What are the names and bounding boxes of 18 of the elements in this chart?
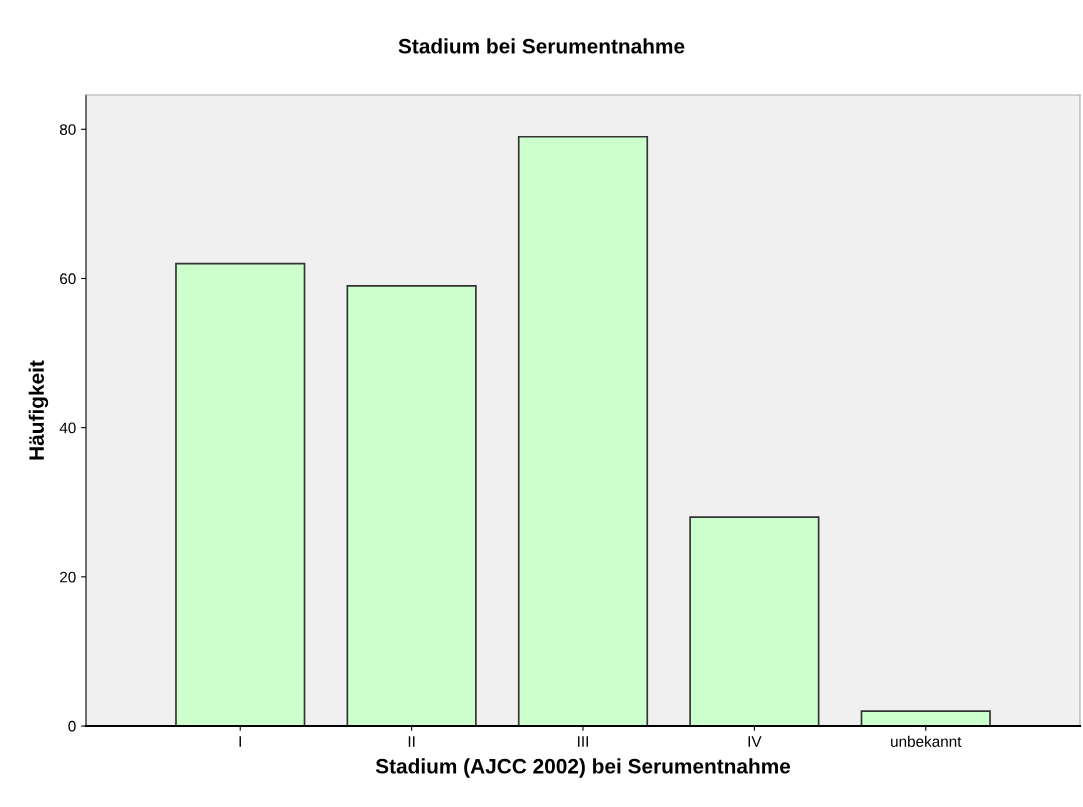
y-tick-label: 40 bbox=[59, 422, 76, 434]
x-tick-label: I bbox=[239, 736, 241, 747]
y-tick-label: 80 bbox=[59, 124, 76, 135]
bar bbox=[175, 262, 306, 726]
y-tick-label: 0 bbox=[68, 720, 76, 732]
bar bbox=[860, 710, 991, 726]
x-tick-label: IV bbox=[748, 736, 762, 747]
bar bbox=[517, 135, 649, 726]
y-tick-label: 60 bbox=[60, 273, 76, 285]
chart-title: Stadium bei Serumentnahme bbox=[398, 38, 685, 54]
x-tick-label: II bbox=[408, 736, 415, 747]
x-tick-label: III bbox=[578, 736, 588, 747]
x-axis-title: Stadium (AJCC 2002) bei Serumentnahme bbox=[375, 758, 791, 778]
bar bbox=[346, 285, 477, 726]
x-tick-label: unbekannt bbox=[891, 735, 962, 747]
y-tick-label: 20 bbox=[60, 571, 76, 583]
bar bbox=[689, 516, 820, 726]
y-axis-title: Häufigkeit bbox=[28, 360, 49, 460]
